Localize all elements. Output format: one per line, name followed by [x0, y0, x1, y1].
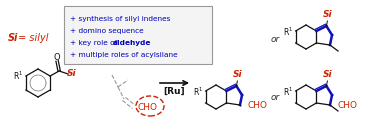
Text: Si: Si: [232, 70, 242, 79]
Text: R$^1$: R$^1$: [283, 86, 293, 98]
Text: CHO: CHO: [337, 102, 357, 111]
Text: R$^1$: R$^1$: [193, 86, 203, 98]
Text: = silyl: = silyl: [15, 33, 48, 43]
Text: Si: Si: [8, 33, 19, 43]
Text: or: or: [270, 36, 280, 45]
Text: [Ru]: [Ru]: [164, 87, 185, 95]
Text: Si: Si: [67, 70, 77, 78]
Text: R$^1$: R$^1$: [13, 69, 23, 82]
Text: Si: Si: [322, 10, 332, 19]
Text: CHO: CHO: [138, 102, 158, 112]
Text: O: O: [54, 53, 60, 62]
Text: R$^1$: R$^1$: [283, 26, 293, 38]
Text: + domino sequence: + domino sequence: [70, 28, 144, 34]
FancyBboxPatch shape: [64, 6, 212, 63]
Text: + multiple roles of acylsilane: + multiple roles of acylsilane: [70, 52, 178, 58]
Text: + key role of: + key role of: [70, 40, 119, 46]
Text: CHO: CHO: [247, 102, 267, 111]
Text: aldehyde: aldehyde: [113, 40, 151, 46]
Text: + synthesis of silyl indenes: + synthesis of silyl indenes: [70, 16, 170, 22]
Text: Si: Si: [322, 70, 332, 79]
Text: or: or: [270, 92, 280, 102]
